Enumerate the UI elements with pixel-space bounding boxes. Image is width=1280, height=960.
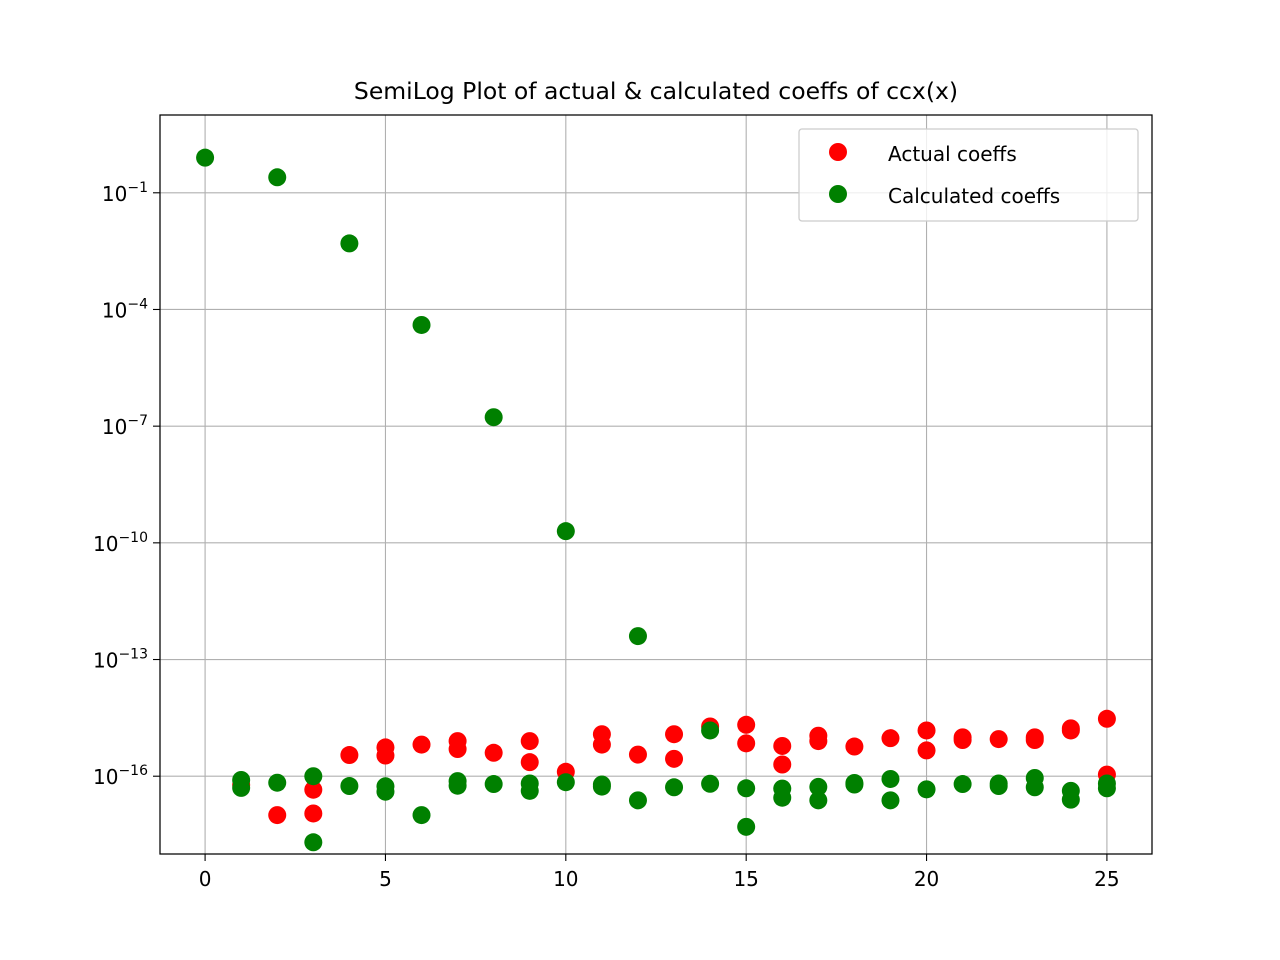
calculated-coeff-point [556,522,575,541]
y-tick-label: 10−1 [102,180,148,206]
calculated-coeff-point [484,408,503,427]
x-tick-label: 20 [914,867,939,891]
actual-coeff-point [520,753,539,772]
actual-coeff-point [484,743,503,762]
legend-box [798,128,1139,222]
calculated-coeff-point [304,767,323,786]
actual-coeff-point [304,804,323,823]
actual-coeff-point [340,746,359,765]
data-points [196,148,1116,852]
actual-coeff-point [773,736,792,755]
calculated-coeff-point [520,781,539,800]
legend-label-calculated: Calculated coeffs [888,184,1060,208]
actual-coeff-point [737,734,756,753]
calculated-coeff-point [412,806,431,825]
calculated-coeff-point [628,791,647,810]
actual-coeff-point [989,730,1008,749]
y-tick-label: 10−10 [93,530,148,556]
calculated-coeff-point [232,778,251,797]
x-tick-label: 25 [1094,867,1119,891]
actual-coeff-point [520,732,539,751]
calculated-coeff-point [737,779,756,798]
actual-coeff-point [881,729,900,748]
actual-coeff-point [809,732,828,751]
actual-coeff-point [304,780,323,799]
actual-coeff-point [665,749,684,768]
calculated-coeff-point [484,775,503,794]
actual-coeff-point [917,721,936,740]
actual-coeff-point [268,806,287,825]
x-tick-label: 10 [553,867,578,891]
x-tick-label: 5 [379,867,392,891]
y-tick-label: 10−16 [93,763,148,789]
calculated-coeff-point [809,791,828,810]
calculated-coeff-point [773,788,792,807]
calculated-coeff-point [809,777,828,796]
plot-frame [159,114,1153,855]
calculated-coeff-point [881,769,900,788]
calculated-coeff-point [268,773,287,792]
calculated-coeff-point [701,774,720,793]
y-tick-label: 10−13 [93,647,148,673]
calculated-coeff-point [881,791,900,810]
calculated-coeff-point [304,833,323,852]
calculated-coeff-point [592,777,611,796]
calculated-coeff-point [917,780,936,799]
actual-coeff-point [1025,731,1044,750]
actual-coeff-point [376,746,395,765]
chart-title: SemiLog Plot of actual & calculated coef… [354,77,958,105]
x-axis: 0 5 10 15 20 25 [199,854,1120,891]
calculated-coeff-point [1025,778,1044,797]
calculated-coeff-point [737,817,756,836]
actual-coeff-point [592,735,611,754]
legend: Actual coeffs Calculated coeffs [798,128,1139,222]
legend-label-actual: Actual coeffs [888,142,1017,166]
calculated-coeff-point [340,234,359,253]
calculated-coeff-point [376,782,395,801]
y-tick-label: 10−7 [102,413,148,439]
calculated-coeff-point [701,721,720,740]
actual-coeff-point [628,745,647,764]
calculated-coeff-point [845,775,864,794]
actual-coeff-point [773,755,792,774]
actual-coeff-point [412,735,431,754]
calculated-coeff-point [340,777,359,796]
calculated-coeff-point [665,778,684,797]
calculated-coeff-point [1061,790,1080,809]
calculated-coeff-point [989,777,1008,796]
actual-coeff-point [665,725,684,744]
calculated-coeff-point [953,775,972,794]
actual-coeff-point [1097,709,1116,728]
x-tick-label: 15 [733,867,758,891]
actual-coeff-point [737,715,756,734]
calculated-coeff-point [628,627,647,646]
actual-coeff-point [845,737,864,756]
actual-coeff-point [953,731,972,750]
actual-coeff-point [917,741,936,760]
calculated-coeff-point [196,148,215,167]
x-tick-label: 0 [199,867,212,891]
calculated-coeff-point [1097,779,1116,798]
calculated-coeff-point [268,168,287,187]
y-tick-label: 10−4 [102,296,148,322]
grid-lines [160,115,1152,854]
legend-marker-calculated [829,185,847,203]
calculated-coeff-point [412,315,431,334]
calculated-coeff-point [556,773,575,792]
actual-coeff-point [1061,721,1080,740]
y-axis: 10−1 10−4 10−7 10−10 10−13 10−16 [93,180,160,789]
calculated-coeff-point [448,776,467,795]
legend-marker-actual [829,143,847,161]
actual-coeff-point [448,740,467,759]
